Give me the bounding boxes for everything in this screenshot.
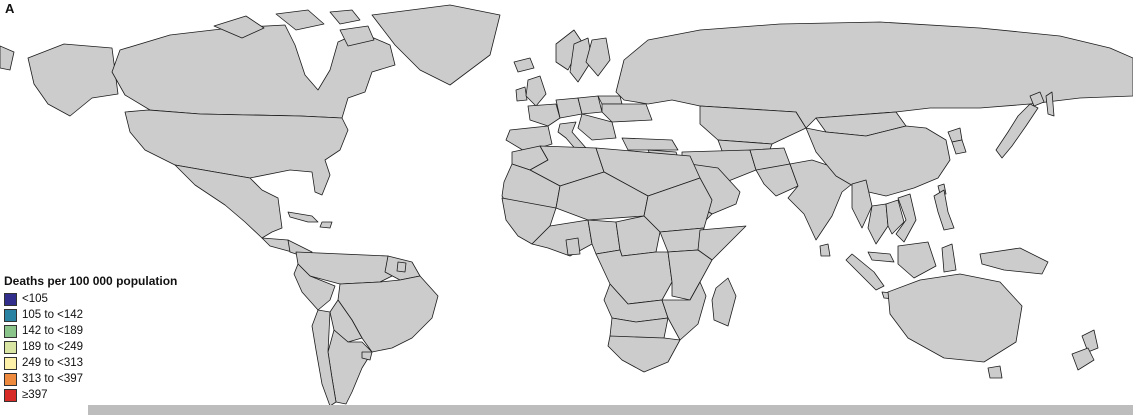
region-turkey	[621, 137, 679, 151]
legend-item: 189 to <249	[4, 339, 177, 355]
legend: Deaths per 100 000 population <105 105 t…	[4, 274, 177, 403]
region-peru	[293, 263, 336, 311]
region-greenland	[371, 4, 501, 86]
panel-label: A	[5, 1, 15, 16]
region-south-africa	[607, 335, 681, 373]
region-pakistan	[755, 163, 799, 197]
legend-item: ≥397	[4, 387, 177, 403]
region-sweden	[569, 37, 593, 83]
region-arctic-island-3	[329, 9, 361, 25]
region-uk	[525, 75, 547, 107]
region-nz-south	[1071, 347, 1095, 371]
region-sulawesi	[941, 243, 957, 273]
legend-swatch	[4, 292, 17, 306]
legend-item: 142 to <189	[4, 323, 177, 339]
region-balkans	[577, 113, 617, 141]
region-japan	[995, 103, 1039, 159]
region-chile	[311, 309, 337, 407]
region-belarus	[597, 95, 623, 105]
legend-swatch	[4, 356, 17, 370]
legend-item: 313 to <397	[4, 371, 177, 387]
region-germany	[555, 97, 583, 119]
legend-swatch	[4, 308, 17, 322]
region-baffin	[339, 25, 375, 47]
region-cuba	[287, 211, 319, 223]
panel-b-edge	[88, 405, 1133, 415]
legend-swatch	[4, 388, 17, 402]
region-mozambique	[661, 281, 707, 341]
region-vietnam	[895, 193, 917, 243]
legend-label: ≥397	[22, 389, 48, 401]
region-laos-cambodia	[885, 199, 905, 235]
legend-label: 105 to <142	[22, 309, 84, 321]
region-hispaniola	[319, 221, 333, 229]
region-north-korea	[947, 127, 963, 143]
region-thailand	[867, 203, 889, 245]
region-russia	[615, 21, 1133, 129]
region-ghana	[565, 237, 581, 256]
region-india	[787, 159, 853, 241]
region-philippines	[933, 189, 955, 231]
region-ireland	[515, 86, 528, 102]
legend-label: 313 to <397	[22, 373, 84, 385]
region-australia	[887, 273, 1023, 363]
region-finland	[585, 37, 611, 77]
region-uruguay	[361, 351, 373, 361]
region-iceland	[513, 57, 535, 73]
region-tasmania	[987, 365, 1003, 379]
region-south-korea	[951, 139, 967, 155]
legend-label: 249 to <313	[22, 357, 84, 369]
region-nz-north	[1081, 329, 1099, 353]
region-east-africa	[667, 249, 713, 301]
region-arctic-island-2	[275, 9, 325, 31]
region-hokkaido	[1029, 91, 1045, 107]
region-sri-lanka	[819, 243, 831, 257]
region-sakhalin	[1045, 91, 1055, 117]
legend-item: 249 to <313	[4, 355, 177, 371]
region-malaysia	[867, 251, 895, 263]
region-ethiopia	[659, 227, 705, 253]
region-new-guinea	[979, 247, 1049, 275]
region-borneo	[897, 241, 937, 279]
region-suriname	[396, 261, 407, 273]
region-madagascar	[711, 277, 737, 327]
legend-label: 142 to <189	[22, 325, 84, 337]
legend-item: <105	[4, 291, 177, 307]
region-chukotka-west	[0, 45, 15, 71]
legend-swatch	[4, 372, 17, 386]
region-arctic-island-1	[213, 15, 265, 39]
legend-swatch	[4, 340, 17, 354]
region-ukraine	[601, 103, 653, 123]
region-poland	[577, 95, 603, 115]
region-myanmar	[851, 179, 873, 229]
legend-swatch	[4, 324, 17, 338]
region-kazakhstan	[699, 105, 807, 145]
legend-label: <105	[22, 293, 48, 305]
region-alaska	[27, 43, 119, 117]
legend-title: Deaths per 100 000 population	[4, 274, 178, 288]
region-sumatra	[845, 253, 885, 291]
legend-label: 189 to <249	[22, 341, 84, 353]
region-central-america-north	[261, 237, 293, 253]
legend-item: 105 to <142	[4, 307, 177, 323]
region-mexico	[174, 164, 283, 239]
region-france	[527, 103, 561, 127]
region-china	[805, 125, 951, 197]
region-nigeria	[587, 219, 621, 255]
